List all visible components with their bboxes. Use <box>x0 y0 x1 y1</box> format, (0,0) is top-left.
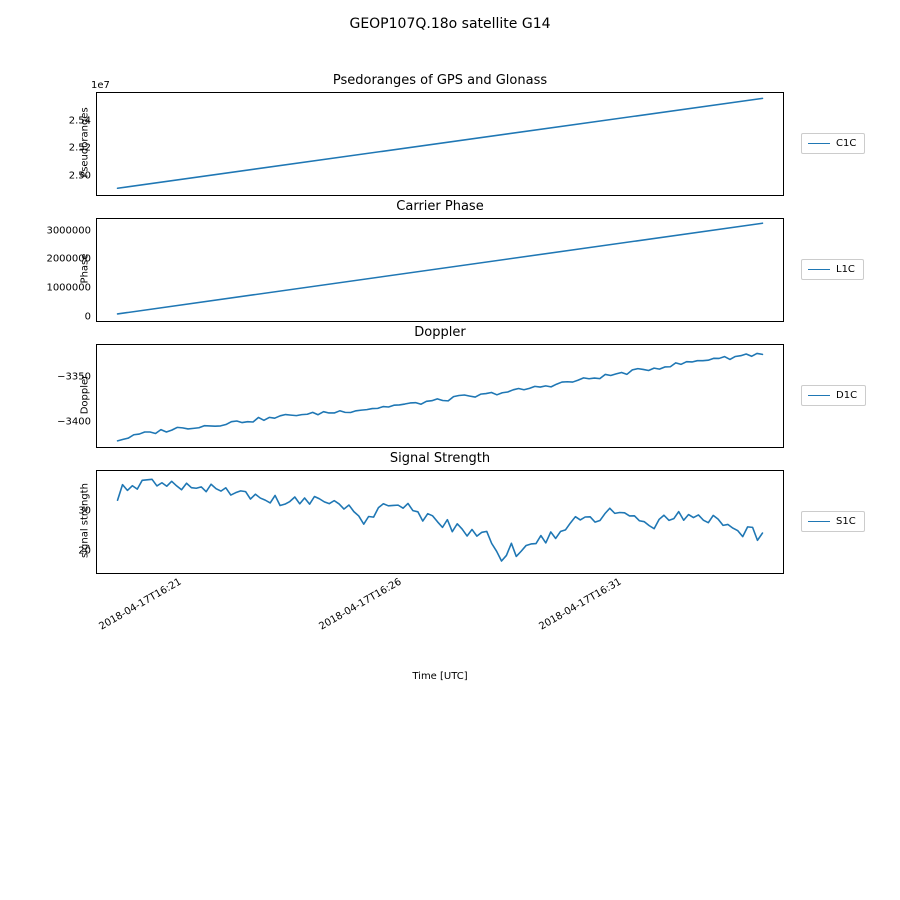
legend-label: L1C <box>836 264 855 275</box>
chart-panel-0: Psedoranges of GPS and GlonassPseudorang… <box>96 92 784 196</box>
y-tick-label: 0 <box>85 312 97 323</box>
panel-title: Carrier Phase <box>97 199 783 214</box>
legend: D1C <box>801 385 866 406</box>
legend: C1C <box>801 133 865 154</box>
figure-suptitle: GEOP107Q.18o satellite G14 <box>0 16 900 32</box>
panel-title: Psedoranges of GPS and Glonass <box>97 73 783 88</box>
y-tick-label: −3400 <box>57 416 97 427</box>
y-axis-label: Doppler <box>80 345 91 445</box>
legend-line-sample <box>808 269 830 270</box>
y-tick-label: 3000000 <box>46 225 97 236</box>
legend: S1C <box>801 511 865 532</box>
legend-line-sample <box>808 143 830 144</box>
legend-label: C1C <box>836 138 856 149</box>
x-tick-label: 2018-04-17T16:26 <box>315 573 403 633</box>
series-line <box>97 219 783 321</box>
panel-title: Doppler <box>97 325 783 340</box>
y-tick-label: 2.54 <box>69 115 97 126</box>
y-tick-label: 2.52 <box>69 143 97 154</box>
y-tick-label: 20 <box>78 546 97 557</box>
panel-title: Signal Strength <box>97 451 783 466</box>
chart-panel-1: Carrier PhasePhase0100000020000003000000… <box>96 218 784 322</box>
legend-label: D1C <box>836 390 857 401</box>
legend-label: S1C <box>836 516 856 527</box>
series-line <box>97 471 783 573</box>
series-line <box>97 93 783 195</box>
y-tick-label: 2000000 <box>46 254 97 265</box>
legend-line-sample <box>808 395 830 396</box>
y-tick-label: −3350 <box>57 371 97 382</box>
chart-panel-3: Signal Strengthsignal strength20302018-0… <box>96 470 784 574</box>
x-tick-label: 2018-04-17T16:31 <box>535 573 623 633</box>
x-tick-label: 2018-04-17T16:21 <box>95 573 183 633</box>
y-tick-label: 30 <box>78 506 97 517</box>
legend: L1C <box>801 259 864 280</box>
y-tick-label: 2.50 <box>69 171 97 182</box>
y-axis-exponent: 1e7 <box>91 80 110 91</box>
y-tick-label: 1000000 <box>46 283 97 294</box>
chart-panel-2: DopplerDoppler−3400−3350D1C <box>96 344 784 448</box>
legend-line-sample <box>808 521 830 522</box>
x-axis-label: Time [UTC] <box>97 671 783 682</box>
series-line <box>97 345 783 447</box>
